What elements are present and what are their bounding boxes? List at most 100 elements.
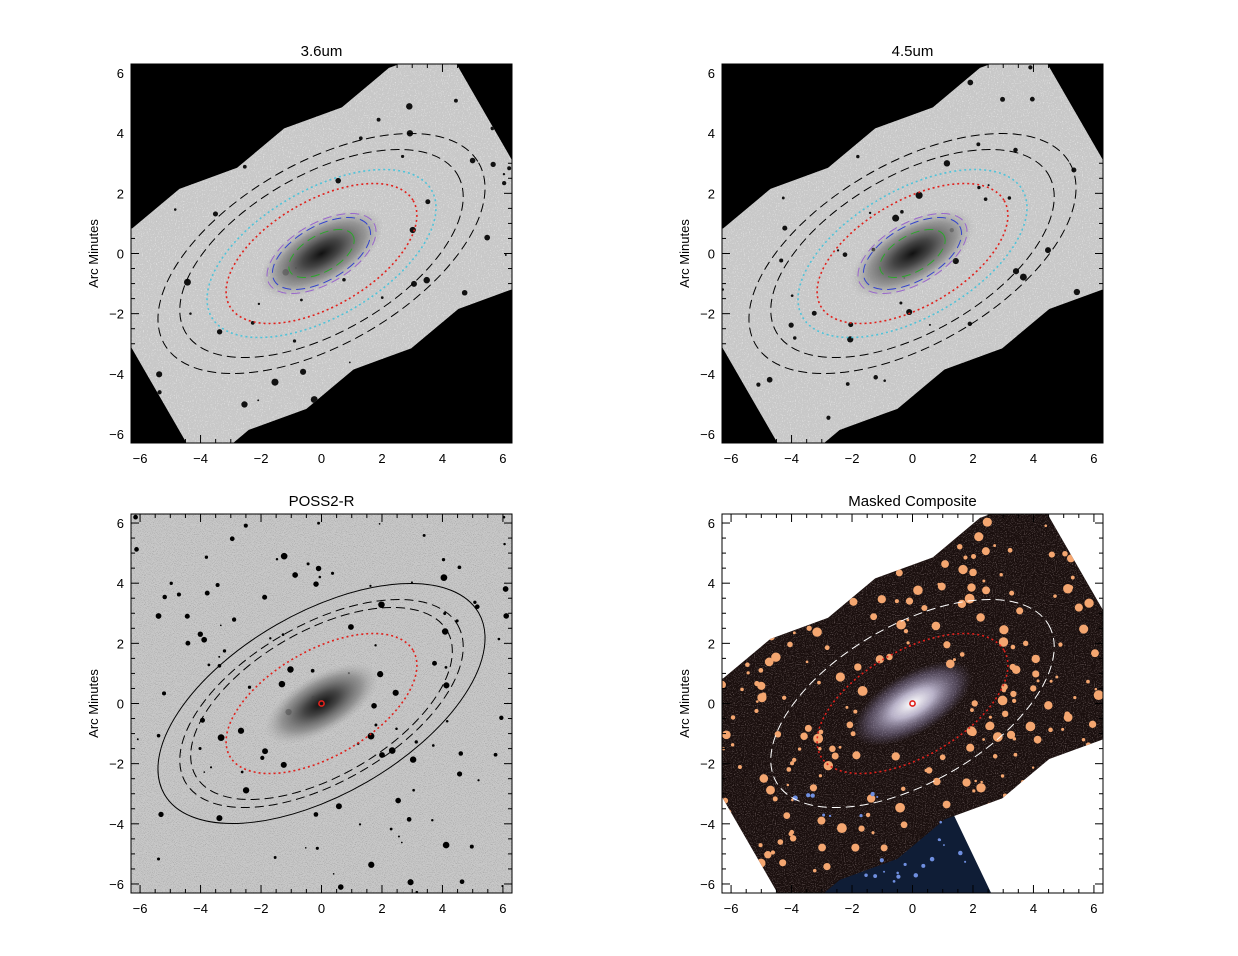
- mask-circle: [812, 868, 817, 873]
- star: [304, 847, 307, 849]
- y-tick-label: 6: [117, 66, 124, 81]
- mask-circle: [812, 627, 822, 637]
- mask-circle: [745, 662, 750, 667]
- mask-circle: [957, 543, 963, 550]
- mask-circle: [1011, 665, 1021, 675]
- star: [215, 582, 220, 588]
- star: [332, 872, 335, 875]
- mask-circle: [966, 743, 975, 752]
- mask-circle: [974, 779, 977, 783]
- mask-circle: [730, 715, 736, 720]
- star: [292, 339, 297, 343]
- mask-circle: [854, 663, 862, 671]
- star: [793, 336, 797, 340]
- mask-circle: [958, 564, 968, 575]
- star: [788, 322, 794, 328]
- star: [502, 586, 509, 592]
- star: [899, 301, 903, 305]
- star: [1045, 247, 1051, 254]
- mask-circle: [1084, 598, 1094, 608]
- star: [503, 613, 510, 619]
- star: [278, 680, 286, 688]
- aperture-ellipse: [816, 632, 1009, 775]
- star: [873, 874, 878, 878]
- star: [445, 720, 449, 723]
- star: [184, 278, 191, 286]
- mask-circle: [788, 831, 793, 837]
- star: [474, 604, 480, 610]
- star: [395, 797, 401, 804]
- mask-circle: [1036, 679, 1040, 683]
- star: [1007, 196, 1012, 200]
- star: [477, 779, 480, 782]
- mask-circle: [764, 850, 772, 859]
- mask-circle: [787, 641, 793, 648]
- star: [189, 312, 192, 315]
- mask-circle: [971, 553, 977, 559]
- mask-circle: [755, 700, 759, 703]
- mask-circle: [850, 731, 856, 737]
- star: [497, 637, 501, 641]
- galaxy: [852, 661, 973, 746]
- mask-circle: [1074, 603, 1083, 612]
- star: [231, 617, 237, 622]
- mask-circle: [858, 825, 865, 832]
- mask-circle: [962, 778, 971, 787]
- star: [185, 640, 191, 646]
- x-tick-label: 6: [499, 901, 506, 916]
- star: [310, 668, 315, 673]
- star: [921, 863, 926, 868]
- x-tick-label: −6: [133, 451, 148, 466]
- y-tick-label: −2: [700, 757, 715, 772]
- mask-circle: [853, 709, 858, 714]
- x-tick-label: −2: [254, 901, 269, 916]
- x-tick-label: −4: [193, 901, 208, 916]
- star: [490, 161, 496, 167]
- star: [828, 814, 832, 818]
- mask-circle: [835, 672, 845, 682]
- mask-circle: [754, 680, 760, 687]
- star: [892, 214, 900, 222]
- star: [410, 581, 413, 584]
- mask-circle: [1010, 644, 1016, 650]
- x-tick-label: −2: [254, 451, 269, 466]
- mask-circle: [913, 585, 923, 595]
- panel-title: POSS2-R: [289, 493, 355, 510]
- mask-circle: [972, 789, 976, 793]
- mask-circle: [974, 532, 984, 542]
- x-tick-label: 6: [499, 451, 506, 466]
- star: [342, 277, 346, 282]
- mask-circle: [722, 730, 731, 740]
- mask-circle: [806, 625, 812, 631]
- star: [300, 298, 303, 302]
- panel-title: Masked Composite: [848, 493, 976, 510]
- y-tick-label: −6: [109, 877, 124, 892]
- mask-circle: [952, 658, 957, 662]
- star: [335, 177, 341, 184]
- mask-circle: [818, 729, 824, 735]
- aperture-ellipse: [190, 606, 453, 801]
- star: [198, 747, 202, 751]
- mask-circle: [875, 655, 885, 664]
- y-tick-label: −4: [700, 367, 715, 382]
- galaxy: [264, 663, 379, 744]
- star: [870, 791, 875, 797]
- mask-circle: [931, 621, 941, 631]
- mask-circle: [1055, 675, 1059, 679]
- aperture-ellipse: [179, 598, 464, 809]
- star: [358, 136, 363, 141]
- mask-circle: [809, 784, 818, 792]
- star: [502, 181, 507, 186]
- star: [811, 310, 817, 316]
- mask-circle: [813, 733, 824, 744]
- mask-circle: [817, 816, 826, 825]
- mask-circle: [823, 862, 831, 871]
- star: [967, 321, 973, 327]
- mask-circle: [1048, 551, 1055, 558]
- mask-circle: [1033, 735, 1042, 744]
- star: [389, 827, 393, 831]
- axes: −6 −4 −2 0 2 4 6 −6 −4 −2 0 2 4 6: [109, 514, 512, 916]
- star: [161, 691, 167, 696]
- mask-circle: [771, 652, 781, 662]
- star: [987, 184, 990, 187]
